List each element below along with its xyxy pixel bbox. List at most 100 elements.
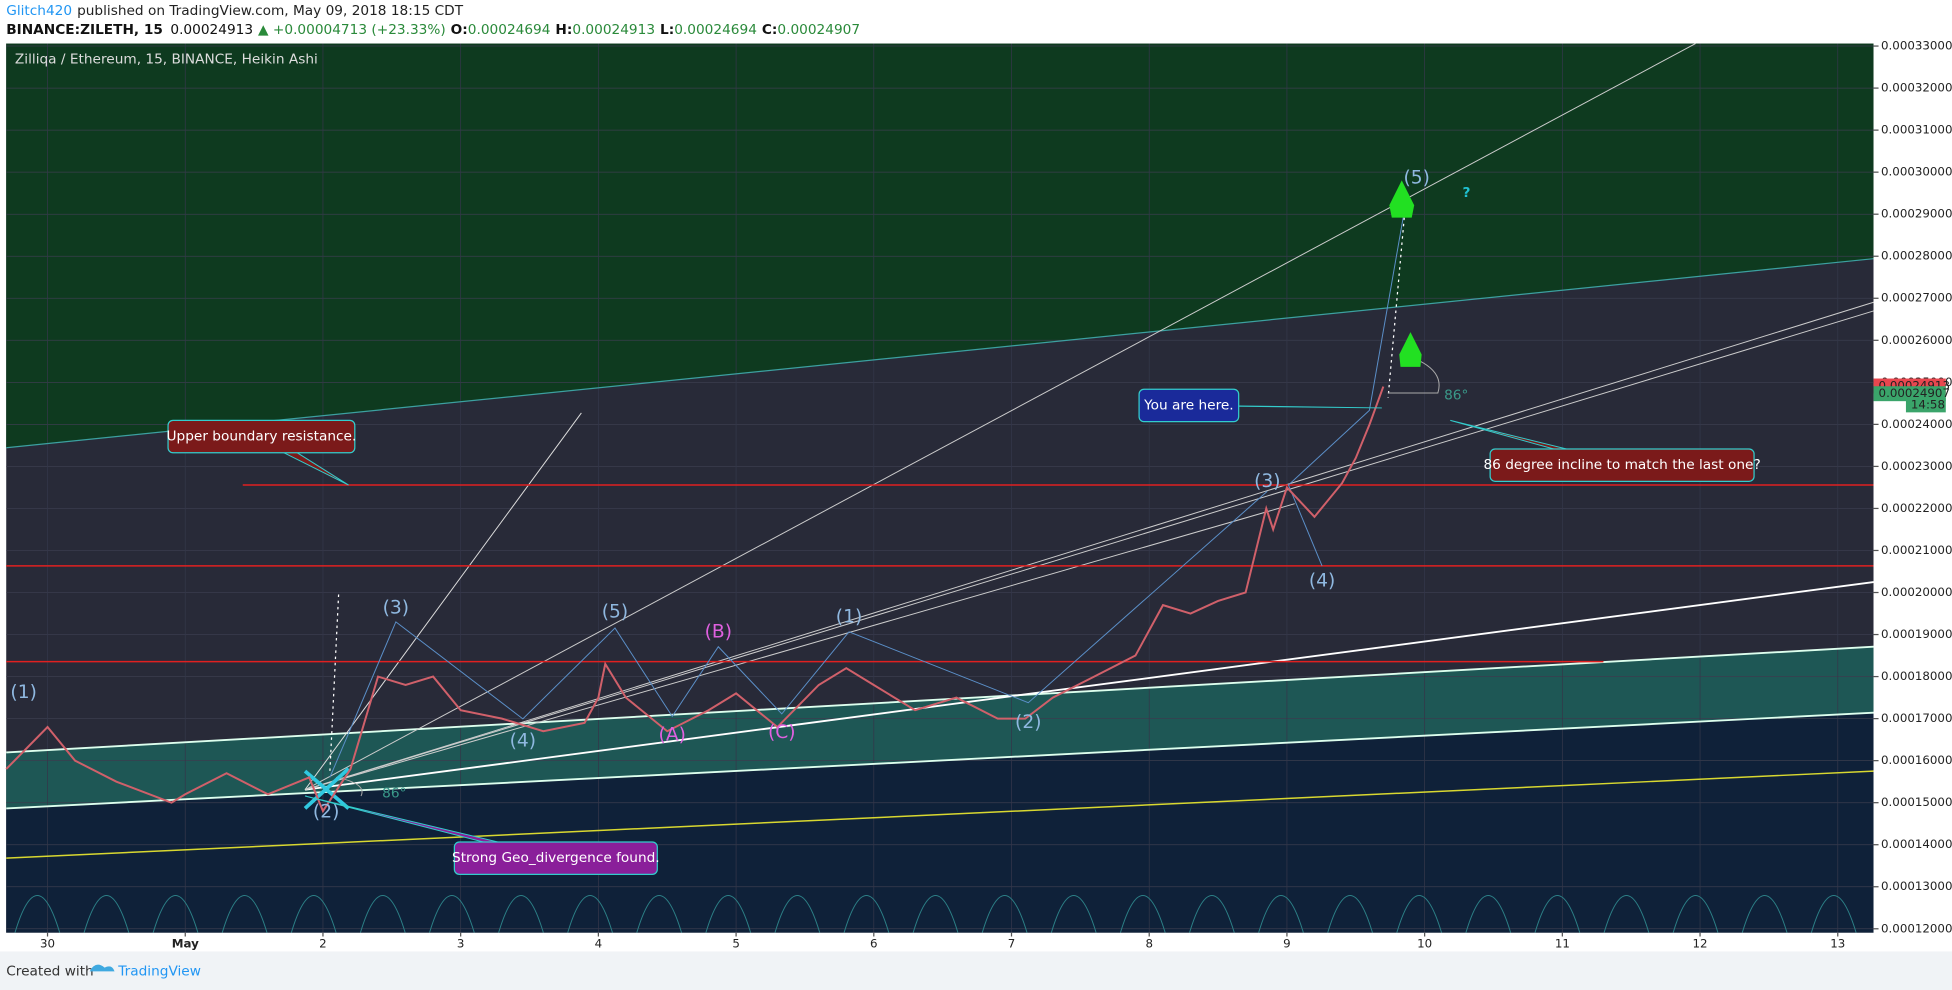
angle-label: 86° [382, 785, 406, 801]
wave-label: (C) [768, 722, 796, 743]
symbol: BINANCE:ZILETH, 15 [6, 22, 163, 38]
trend-line [6, 711, 1874, 810]
hump [705, 895, 752, 933]
ohlc-label: C: [762, 22, 778, 38]
y-tick-label: 0.00026000 [1881, 333, 1952, 347]
callout: You are here. [1138, 388, 1382, 423]
price-line [5, 386, 1385, 814]
angle-arc [336, 776, 363, 797]
wave-path [329, 490, 1268, 778]
hump [1534, 895, 1581, 933]
fan-line [304, 310, 1874, 791]
hump [359, 895, 406, 933]
callout-text: Strong Geo_divergence found. [452, 850, 660, 866]
hump [843, 895, 890, 933]
question-mark: ? [1463, 185, 1471, 201]
y-tick-label: 0.00022000 [1881, 501, 1952, 515]
header-line: Glitch420 published on TradingView.com, M… [6, 3, 464, 19]
hump [429, 895, 475, 933]
hump [1119, 895, 1166, 933]
trend-line [304, 581, 1874, 791]
oscillator [14, 895, 1857, 933]
y-tick-label: 0.00012000 [1881, 921, 1952, 935]
hump [567, 895, 613, 933]
x-axis [0, 932, 1952, 952]
y-tick-label: 0.00021000 [1881, 543, 1952, 557]
hump [83, 895, 130, 933]
hump [1396, 895, 1443, 933]
hump [1258, 895, 1304, 933]
countdown: 14:58 [1911, 397, 1945, 411]
hump [1672, 895, 1719, 933]
symbol-line: BINANCE:ZILETH, 15 0.00024913 ▲ +0.0000471… [6, 22, 860, 38]
hump [1465, 895, 1512, 933]
header-bg [0, 0, 1952, 44]
y-tick-label: 0.00031000 [1881, 123, 1952, 137]
callout-box [167, 419, 356, 454]
callout-text: You are here. [1143, 397, 1234, 413]
ohlc-value: 0.00024907 [777, 22, 860, 38]
x-tick-label: 4 [595, 936, 603, 950]
callout-box [1138, 388, 1240, 423]
wave-label: (2) [313, 802, 339, 823]
hump [1189, 895, 1235, 933]
y-tick-label: 0.00016000 [1881, 753, 1952, 767]
hump [774, 895, 821, 933]
y-tick-label: 0.00014000 [1881, 837, 1952, 851]
x-tick-label: 6 [870, 936, 878, 950]
fan-line [304, 301, 1874, 791]
y-tick-label: 0.00023000 [1881, 459, 1952, 473]
hump [912, 895, 959, 933]
ohlc-label: O: [451, 22, 468, 38]
callout-box [453, 841, 658, 875]
x-tick-label: 7 [1008, 936, 1016, 950]
chart-title: Zilliqa / Ethereum, 15, BINANCE, Heikin … [15, 52, 318, 68]
angle-arc [1388, 360, 1440, 394]
hump [1327, 895, 1373, 933]
trend-line [6, 770, 1874, 859]
change: ▲ +0.00004713 (+23.33%) [258, 22, 446, 38]
marker [303, 767, 350, 810]
wave-label: (A) [659, 725, 686, 746]
footer-brand[interactable]: TradingView [117, 963, 201, 979]
y-tick-label: 0.00024000 [1881, 417, 1952, 431]
author: Glitch420 [6, 3, 72, 19]
hump [1603, 895, 1650, 933]
angle-label: 86° [1444, 388, 1468, 404]
dotted-line [329, 594, 340, 772]
x-tick-label: 5 [732, 936, 740, 950]
price-tag [1873, 386, 1946, 402]
callout: Strong Geo_divergence found. [304, 795, 660, 875]
y-tick-label: 0.00019000 [1881, 627, 1952, 641]
ohlc-label: L: [660, 22, 674, 38]
x-tick-label: 2 [319, 936, 327, 950]
y-tick-label: 0.00030000 [1881, 165, 1952, 179]
hump [221, 895, 268, 933]
callout: Upper boundary resistance. [167, 419, 357, 486]
callout-box [1489, 448, 1755, 482]
hump [981, 895, 1028, 933]
callout-text: Upper boundary resistance. [167, 429, 357, 445]
x-tick-label: 8 [1145, 936, 1153, 950]
hump [152, 895, 199, 933]
fan-line [304, 503, 1295, 791]
wave-label: (5) [1403, 167, 1429, 188]
y-tick-label: 0.00015000 [1881, 795, 1952, 809]
price-tag-label: 0.00024907 [1879, 386, 1950, 400]
wave-label: (1) [10, 682, 36, 703]
rocket-icon [1389, 180, 1415, 218]
y-tick-label: 0.00027000 [1881, 291, 1952, 305]
callout-text: 86 degree incline to match the last one? [1483, 457, 1760, 473]
y-tick-label: 0.00029000 [1881, 207, 1952, 221]
y-tick-label: 0.00020000 [1881, 585, 1952, 599]
logo [89, 964, 115, 972]
y-tick-label: 0.00032000 [1881, 81, 1952, 95]
rocket-icon [1399, 332, 1422, 367]
ohlc-value: 0.00024694 [468, 22, 551, 38]
x-tick-label: 3 [457, 936, 465, 950]
navy-zone [6, 712, 1874, 933]
wave-label: (4) [510, 731, 536, 752]
green-zone [6, 43, 1874, 448]
